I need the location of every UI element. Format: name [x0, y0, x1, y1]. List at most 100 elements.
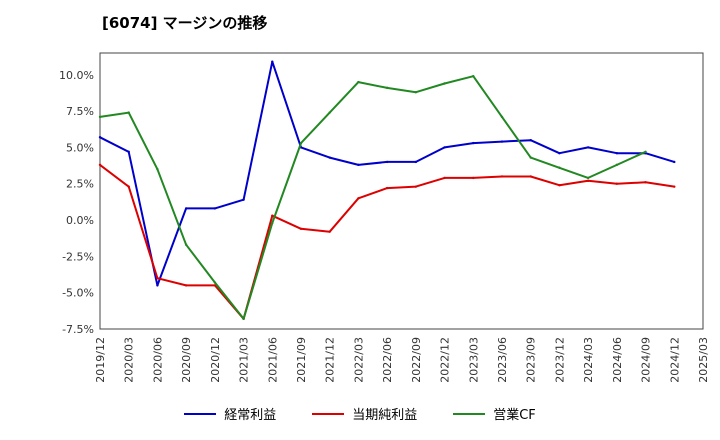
x-tick-label: 2020/09 — [180, 337, 193, 383]
y-tick-label: -5.0% — [62, 287, 94, 300]
data-point-series-3 — [644, 150, 647, 153]
x-tick-label: 2024/12 — [668, 337, 681, 383]
data-point-series-2 — [615, 182, 619, 185]
x-tick-label: 2022/06 — [381, 337, 394, 383]
data-point-series-2 — [184, 284, 188, 287]
data-point-series-1 — [673, 160, 676, 164]
x-tick-label: 2021/03 — [238, 337, 251, 383]
data-point-series-2 — [529, 175, 532, 178]
data-point-series-2 — [558, 183, 561, 187]
x-tick-label: 2019/12 — [94, 337, 107, 383]
data-point-series-3 — [500, 115, 504, 119]
legend-label-series-2: 当期純利益 — [352, 408, 418, 423]
legend-item-series-1: 経常利益 — [184, 404, 276, 423]
data-point-series-3 — [443, 82, 446, 85]
data-point-series-3 — [414, 91, 418, 94]
x-tick-label: 2020/06 — [151, 337, 164, 383]
data-point-series-3 — [385, 86, 389, 90]
x-tick-label: 2021/06 — [266, 337, 279, 383]
series-line-3 — [99, 75, 647, 320]
x-tick-label: 2021/12 — [324, 337, 337, 383]
legend-swatch-series-2 — [312, 412, 345, 415]
data-point-series-1 — [242, 198, 245, 201]
y-tick-label: 5.0% — [66, 141, 94, 154]
x-tick-label: 2024/06 — [611, 337, 624, 383]
data-point-series-2 — [673, 185, 676, 188]
x-tick-label: 2022/03 — [352, 337, 365, 383]
data-point-series-3 — [213, 281, 217, 284]
x-tick-label: 2022/12 — [439, 337, 452, 383]
data-point-series-3 — [472, 75, 475, 78]
data-point-series-3 — [615, 163, 619, 167]
data-point-series-1 — [156, 284, 159, 287]
data-point-series-2 — [213, 284, 217, 287]
y-tick-label: -7.5% — [62, 323, 94, 336]
y-tick-label: -2.5% — [62, 250, 94, 263]
data-point-series-3 — [271, 221, 274, 225]
data-point-series-1 — [328, 156, 331, 159]
data-point-series-3 — [242, 317, 245, 321]
data-point-series-3 — [328, 111, 331, 114]
data-point-series-3 — [127, 111, 130, 114]
axes: 2019/12 2020/03 2020/06 2020/09 2020/12 2021/… — [59, 52, 710, 383]
data-point-series-1 — [586, 146, 590, 149]
legend-swatch-series-3 — [453, 412, 486, 415]
data-point-series-1 — [213, 207, 217, 210]
series-lines — [98, 60, 676, 321]
data-point-series-2 — [271, 214, 274, 217]
data-point-series-3 — [529, 156, 532, 159]
data-point-series-3 — [586, 176, 590, 180]
data-point-series-1 — [271, 60, 274, 63]
plot-frame — [99, 52, 704, 330]
data-point-series-1 — [414, 160, 418, 164]
data-point-series-1 — [127, 150, 130, 153]
data-point-series-2 — [299, 227, 303, 230]
data-point-series-2 — [414, 185, 418, 188]
data-point-series-3 — [299, 141, 303, 145]
data-point-series-1 — [500, 140, 504, 143]
data-point-series-3 — [184, 243, 188, 246]
data-point-series-1 — [529, 138, 532, 142]
data-point-series-3 — [558, 166, 561, 169]
x-tick-label: 2023/12 — [553, 337, 566, 383]
x-tick-label: 2023/03 — [467, 337, 480, 383]
y-tick-label: 10.0% — [59, 69, 94, 82]
legend-swatch-series-1 — [184, 412, 217, 415]
x-tick-label: 2024/03 — [582, 337, 595, 383]
data-point-series-2 — [586, 179, 590, 183]
data-point-series-1 — [558, 152, 561, 155]
data-point-series-2 — [127, 185, 130, 188]
y-tick-label: 0.0% — [66, 214, 94, 227]
x-tick-label: 2023/06 — [496, 337, 509, 383]
data-point-series-3 — [357, 80, 360, 84]
legend: 経常利益 当期純利益 営業CF — [0, 404, 720, 423]
legend-item-series-2: 当期純利益 — [312, 404, 417, 423]
data-point-series-2 — [328, 230, 331, 233]
legend-label-series-3: 営業CF — [493, 408, 536, 423]
data-point-series-1 — [357, 163, 360, 167]
data-point-series-2 — [357, 197, 360, 200]
data-point-series-1 — [385, 160, 389, 164]
data-point-series-3 — [98, 115, 102, 119]
y-tick-label: 7.5% — [66, 105, 94, 118]
x-tick-label: 2020/03 — [123, 337, 136, 383]
y-tick-label: 2.5% — [66, 178, 94, 191]
chart-title: [6074] マージンの推移 — [102, 14, 268, 32]
data-point-series-2 — [472, 176, 475, 180]
data-point-series-1 — [184, 207, 188, 210]
data-point-series-2 — [443, 176, 446, 180]
x-tick-label: 2024/09 — [640, 337, 653, 383]
legend-item-series-3: 営業CF — [453, 404, 536, 423]
data-point-series-2 — [156, 276, 159, 280]
data-point-series-1 — [615, 152, 619, 155]
data-point-series-2 — [644, 181, 647, 184]
x-tick-label: 2022/09 — [410, 337, 423, 383]
data-point-series-2 — [500, 175, 504, 178]
x-tick-label: 2023/09 — [525, 337, 538, 383]
data-point-series-2 — [385, 186, 389, 190]
data-point-series-3 — [156, 168, 159, 171]
data-point-series-1 — [443, 146, 446, 149]
data-point-series-1 — [98, 136, 102, 139]
x-tick-label: 2025/03 — [697, 337, 710, 383]
